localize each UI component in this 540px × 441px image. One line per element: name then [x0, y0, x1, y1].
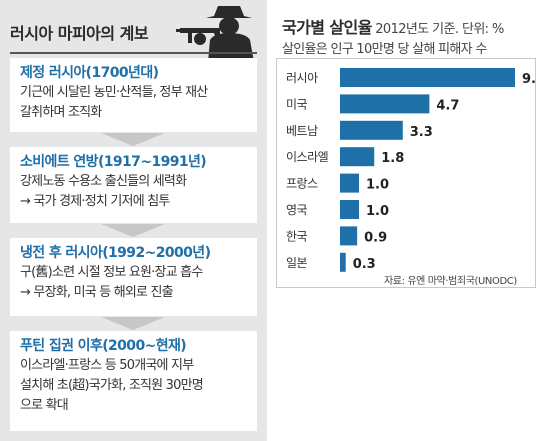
era-description: 설치해 초(超)국가화, 조직원 30만명 — [20, 378, 204, 393]
down-arrow-icon — [101, 133, 165, 146]
era-title: 푸틴 집권 이후(2000~현재) — [20, 338, 187, 354]
era-description: 구(舊)소련 시절 정보 요원·장교 흡수 — [20, 265, 203, 280]
era-soviet-union: 소비에트 연방(1917~1991년) 강제노동 수용소 출신들의 세력화 → … — [0, 147, 267, 223]
category-label: 프랑스 — [286, 177, 318, 191]
bar — [340, 252, 346, 272]
category-label: 미국 — [286, 97, 308, 111]
era-tsarist-russia: 제정 러시아(1700년대) 기근에 시달린 농민·산적들, 정부 재산 갈취하… — [0, 58, 267, 132]
era-description: 기근에 시달린 농민·산적들, 정부 재산 — [20, 85, 208, 100]
value-label: 0.9 — [364, 230, 387, 245]
era-title: 냉전 후 러시아(1992~2000년) — [20, 245, 211, 261]
era-description: 으로 확대 — [20, 398, 69, 413]
era-post-cold-war-russia: 냉전 후 러시아(1992~2000년) 구(舊)소련 시절 정보 요원·장교 … — [0, 238, 267, 316]
chart-note: 살인율은 인구 10만명 당 살해 피해자 수 — [282, 42, 487, 57]
bar — [340, 120, 403, 140]
bar — [340, 68, 515, 87]
lineage-title: 러시아 마피아의 계보 — [10, 24, 149, 43]
title-divider — [10, 52, 257, 54]
era-description: → 국가 경제·정치 기저에 침투 — [20, 194, 170, 209]
gangster-silhouette-icon — [176, 6, 254, 62]
category-label: 영국 — [286, 203, 308, 217]
value-label: 4.7 — [436, 98, 459, 113]
value-label: 1.0 — [366, 178, 389, 193]
chart-title: 국가별 살인율 — [282, 18, 372, 37]
era-description: → 무장화, 미국 등 해외로 진출 — [20, 285, 174, 300]
era-description: 이스라엘·프랑스 등 50개국에 지부 — [20, 358, 194, 373]
value-label: 9.2 — [522, 72, 536, 87]
chart-title-row: 국가별 살인율 2012년도 기준. 단위: % — [282, 14, 504, 38]
bar — [340, 173, 360, 193]
era-description: 갈취하며 조직화 — [20, 105, 102, 120]
bar — [340, 94, 430, 114]
down-arrow-icon — [101, 317, 165, 330]
category-label: 이스라엘 — [286, 150, 329, 164]
category-label: 베트남 — [286, 124, 318, 138]
value-label: 1.0 — [366, 204, 389, 219]
bar — [340, 200, 360, 219]
value-label: 0.3 — [353, 257, 376, 272]
chart-subtitle: 2012년도 기준. 단위: % — [371, 22, 504, 37]
era-putin: 푸틴 집권 이후(2000~현재) 이스라엘·프랑스 등 50개국에 지부 설치… — [0, 331, 267, 431]
category-label: 러시아 — [286, 71, 318, 85]
bar — [340, 147, 375, 167]
mafia-lineage-panel: 러시아 마피아의 계보 제정 러시아(1700년대) 기근에 시달린 농민·산적… — [0, 0, 267, 441]
value-label: 1.8 — [381, 151, 404, 166]
down-arrow-icon — [101, 224, 165, 237]
value-label: 3.3 — [410, 125, 433, 140]
category-label: 한국 — [286, 229, 308, 243]
chart-frame — [276, 58, 536, 288]
source-note: 자료: 유엔 마약·범죄국(UNODC) — [384, 276, 517, 287]
era-title: 제정 러시아(1700년대) — [20, 65, 159, 81]
era-description: 강제노동 수용소 출신들의 세력화 — [20, 174, 187, 189]
category-label: 일본 — [286, 256, 308, 270]
era-title: 소비에트 연방(1917~1991년) — [20, 154, 207, 170]
bar — [340, 226, 358, 246]
murder-rate-bar-chart: 러시아 9.2 미국 4.7 베트남 3.3 이스라엘 1.8 프랑스 1.0 영국 1.0 한국 0.9… — [286, 68, 536, 272]
